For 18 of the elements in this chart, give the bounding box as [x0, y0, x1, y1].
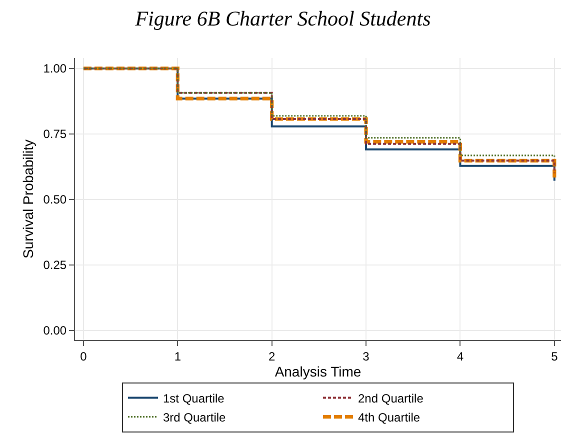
- x-axis-title: Analysis Time: [274, 363, 362, 380]
- y-axis-title: Survival Probability: [20, 139, 36, 259]
- legend-label: 1st Quartile: [163, 391, 225, 406]
- y-tick-label: 1.00: [43, 62, 67, 76]
- chart-title: Figure 6B Charter School Students: [134, 6, 431, 31]
- x-tick-label: 1: [174, 349, 182, 364]
- y-tick-label: 0.75: [43, 127, 67, 142]
- x-tick-label: 4: [456, 349, 464, 364]
- legend-label: 2nd Quartile: [358, 391, 424, 406]
- x-tick-label: 3: [362, 349, 370, 364]
- x-tick-label: 0: [80, 349, 88, 364]
- x-tick-label: 5: [551, 349, 558, 364]
- legend-label: 3rd Quartile: [163, 410, 226, 424]
- y-tick-label: 0.25: [43, 258, 67, 272]
- y-tick-label: 0.50: [43, 192, 67, 207]
- legend-label: 4th Quartile: [358, 410, 420, 424]
- y-tick-label: 0.00: [43, 324, 67, 338]
- x-tick-label: 2: [268, 349, 276, 364]
